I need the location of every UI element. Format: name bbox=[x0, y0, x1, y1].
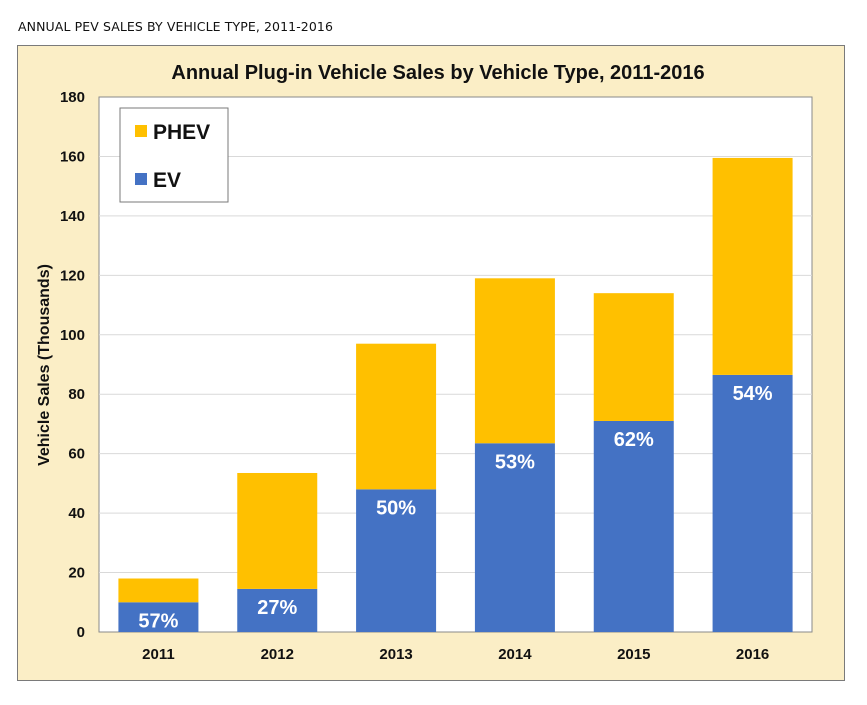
x-tick-label: 2011 bbox=[142, 646, 175, 663]
y-axis-ticks: 0 20 40 60 80 100 120 140 160 180 bbox=[60, 89, 85, 641]
bar-ev-2011 bbox=[118, 602, 199, 632]
bar-ev-2016 bbox=[712, 374, 793, 632]
y-tick-label: 140 bbox=[60, 208, 85, 225]
legend: PHEV EV bbox=[119, 107, 229, 203]
bar-label-2011: 57% bbox=[138, 610, 178, 632]
y-tick-label: 100 bbox=[60, 327, 85, 344]
bar-label-2016: 54% bbox=[733, 383, 773, 405]
bar-ev-2013 bbox=[356, 489, 437, 632]
bar-label-2015: 62% bbox=[614, 429, 654, 451]
y-tick-label: 120 bbox=[60, 267, 85, 284]
x-tick-label: 2016 bbox=[736, 646, 769, 663]
bar-phev-2013 bbox=[356, 343, 437, 490]
y-tick-label: 0 bbox=[77, 624, 85, 641]
y-tick-label: 20 bbox=[68, 565, 85, 582]
bar-ev-2012 bbox=[237, 588, 318, 632]
x-tick-label: 2015 bbox=[617, 646, 650, 663]
y-axis-title: Vehicle Sales (Thousands) bbox=[36, 264, 53, 466]
legend-box bbox=[119, 107, 229, 203]
bars bbox=[118, 157, 793, 632]
y-tick-label: 180 bbox=[60, 89, 85, 106]
x-tick-label: 2014 bbox=[498, 646, 532, 663]
bar-phev-2012 bbox=[237, 472, 318, 589]
bar-labels: 57% 27% 50% 53% 62% 54% bbox=[138, 383, 772, 632]
x-axis-ticks: 2011 2012 2013 2014 2015 2016 bbox=[142, 646, 769, 663]
legend-swatch-phev bbox=[135, 125, 147, 137]
x-tick-label: 2013 bbox=[379, 646, 412, 663]
legend-label-ev: EV bbox=[153, 169, 181, 192]
bar-ev-2015 bbox=[593, 420, 674, 632]
bar-ev-2014 bbox=[474, 443, 555, 632]
page-heading: ANNUAL PEV SALES BY VEHICLE TYPE, 2011-2… bbox=[18, 19, 334, 34]
y-tick-label: 40 bbox=[68, 505, 85, 522]
y-tick-label: 60 bbox=[68, 446, 85, 463]
bar-label-2013: 50% bbox=[376, 497, 416, 519]
legend-label-phev: PHEV bbox=[153, 121, 210, 144]
bar-phev-2014 bbox=[474, 278, 555, 444]
bar-label-2014: 53% bbox=[495, 451, 535, 473]
chart-title: Annual Plug-in Vehicle Sales by Vehicle … bbox=[171, 62, 704, 84]
legend-swatch-ev bbox=[135, 173, 147, 185]
y-tick-label: 80 bbox=[68, 386, 85, 403]
bar-phev-2011 bbox=[118, 578, 199, 603]
y-tick-label: 160 bbox=[60, 148, 85, 165]
bar-phev-2015 bbox=[593, 293, 674, 421]
bar-phev-2016 bbox=[712, 157, 793, 375]
bar-label-2012: 27% bbox=[257, 597, 297, 619]
x-tick-label: 2012 bbox=[261, 646, 294, 663]
